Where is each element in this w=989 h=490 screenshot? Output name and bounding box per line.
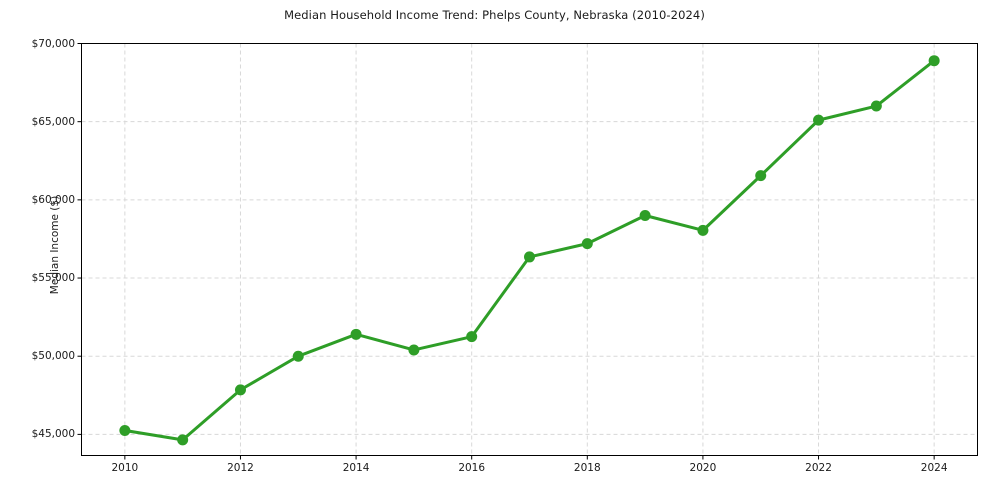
income-data-markers (119, 55, 940, 446)
data-point (177, 434, 189, 446)
data-point (639, 209, 651, 221)
x-tick-marks (124, 455, 935, 460)
chart-title: Median Household Income Trend: Phelps Co… (284, 8, 705, 22)
data-point (813, 114, 825, 126)
data-point (697, 224, 709, 236)
income-trend-line (123, 59, 936, 442)
x-gridlines (124, 43, 935, 456)
x-tick-label: 2024 (920, 462, 948, 474)
data-point (119, 424, 131, 436)
data-point (755, 170, 767, 182)
x-tick-label: 2012 (227, 462, 254, 474)
plot-frame (81, 43, 978, 456)
x-tick-label: 2018 (573, 462, 601, 474)
x-tick-label: 2014 (342, 462, 370, 474)
data-point (928, 55, 940, 67)
data-point (870, 100, 882, 112)
y-tick-label: $65,000 (31, 115, 75, 128)
y-tick-label: $55,000 (31, 272, 75, 285)
y-tick-label: $60,000 (31, 193, 75, 206)
data-point (350, 328, 362, 340)
data-point (234, 384, 246, 396)
data-point (466, 331, 478, 343)
data-point (581, 238, 593, 250)
x-tick-label: 2020 (689, 462, 717, 474)
y-tick-label: $70,000 (31, 37, 75, 50)
y-gridlines (81, 43, 978, 435)
data-point (524, 251, 535, 263)
data-point (408, 344, 420, 356)
y-tick-marks (77, 43, 82, 435)
x-tick-label: 2022 (805, 462, 832, 474)
data-point (292, 350, 304, 362)
x-tick-label: 2016 (458, 462, 486, 474)
y-tick-label: $45,000 (31, 428, 75, 441)
x-tick-label: 2010 (111, 462, 139, 474)
y-tick-label: $50,000 (31, 350, 75, 363)
